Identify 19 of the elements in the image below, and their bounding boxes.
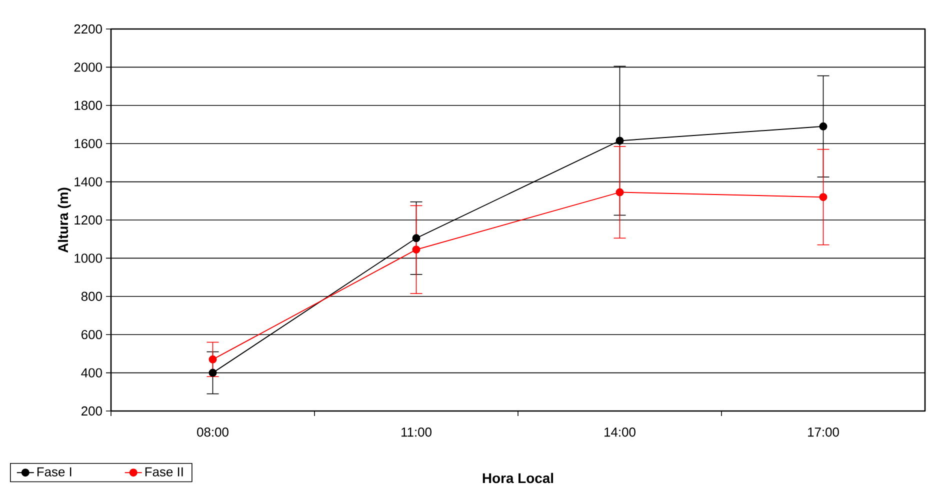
- y-tick-label: 2200: [74, 24, 102, 34]
- y-tick-label: 800: [81, 292, 102, 301]
- y-tick-label: 1400: [74, 177, 102, 186]
- y-tick-label: 1000: [74, 254, 102, 263]
- x-axis-title: Hora Local: [482, 472, 554, 484]
- legend-label: Fase II: [145, 467, 183, 476]
- y-tick-label: 600: [82, 330, 102, 340]
- y-tick-label: 1600: [74, 139, 102, 148]
- x-tick-label: 08:00: [197, 428, 228, 437]
- x-tick-label: 11:00: [402, 428, 432, 437]
- y-tick-label: 2000: [74, 62, 102, 72]
- x-tick-label: 14:00: [604, 428, 636, 437]
- y-axis-title: Altura (m): [58, 188, 71, 253]
- y-tick-label: 1800: [74, 100, 102, 110]
- y-tick-label: 200: [82, 406, 102, 416]
- y-tick-label: 1200: [74, 215, 102, 225]
- x-tick-label: 17:00: [808, 428, 839, 437]
- y-tick-label: 400: [81, 368, 102, 378]
- legend-label: Fase I: [37, 467, 72, 476]
